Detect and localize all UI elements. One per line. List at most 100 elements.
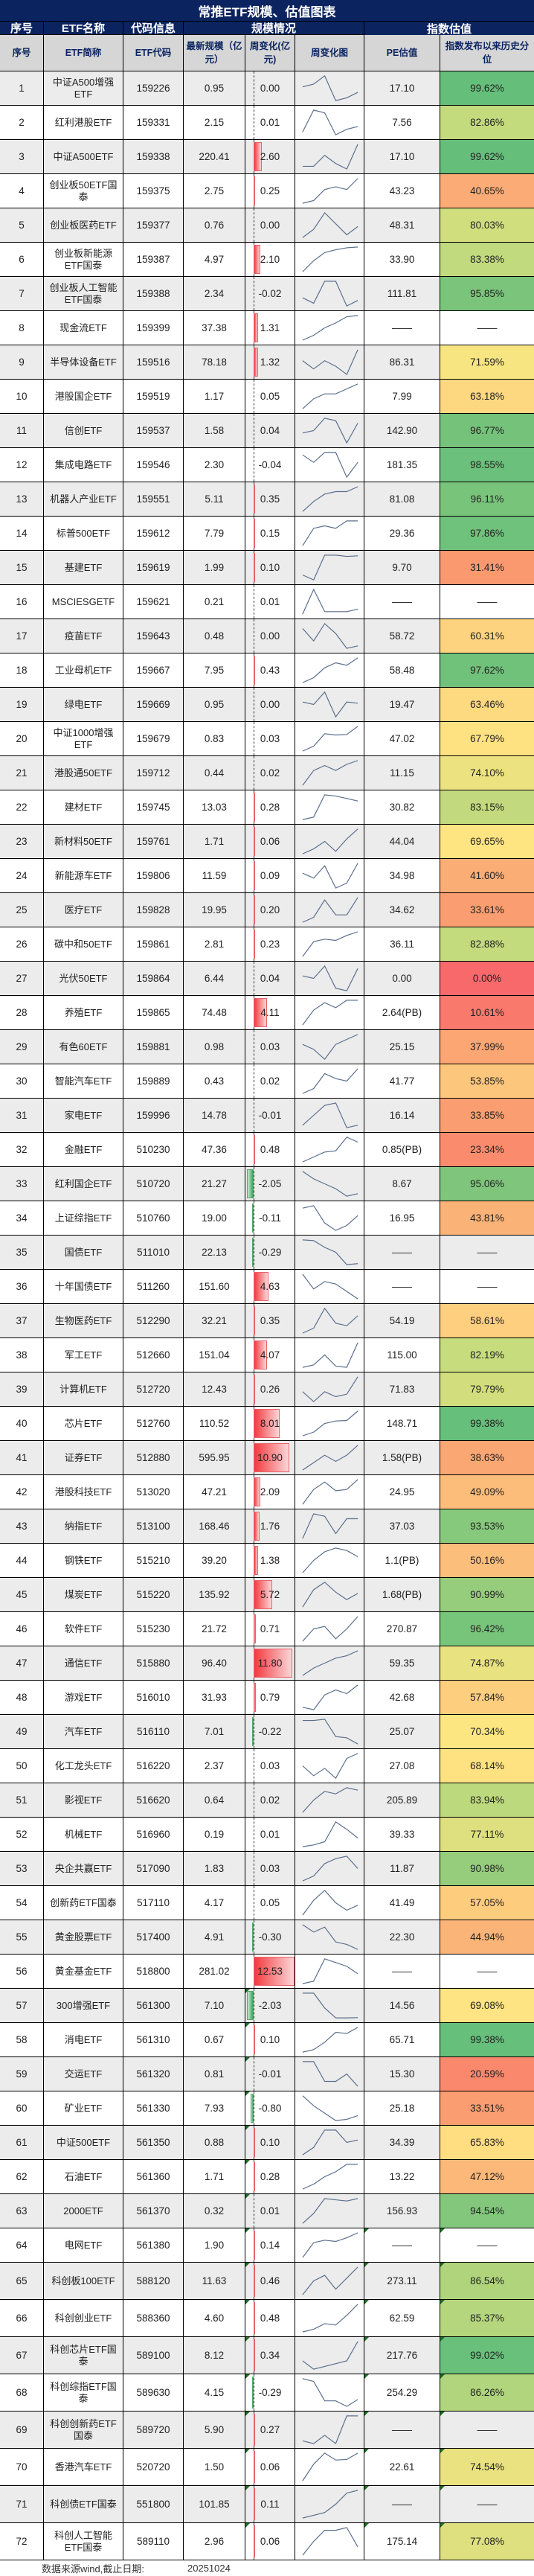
cell-aum: 7.10	[184, 1989, 245, 2022]
sparkline-chart-icon	[302, 1958, 358, 1984]
cell-seq: 53	[0, 1852, 44, 1885]
cell-etf-name: 机器人产业ETF	[44, 482, 123, 516]
sparkline-chart-icon	[302, 2341, 358, 2370]
cell-aum: 21.27	[184, 1167, 245, 1201]
cell-weekly-change: -0.80	[245, 2091, 295, 2125]
positive-change-bar	[254, 930, 255, 959]
cell-etf-code: 159519	[123, 380, 184, 413]
table-row: 4 创业板50ETF国泰 159375 2.75 0.25 43.23 40.65%	[0, 174, 534, 208]
weekly-change-value: 10.90	[257, 1451, 283, 1463]
cell-comment-flag-icon	[440, 2337, 445, 2342]
cell-weekly-change: 0.27	[245, 2412, 295, 2448]
cell-etf-code: 520720	[123, 2449, 184, 2485]
pe-value: 81.08	[389, 493, 415, 505]
cell-pe: 7.56	[364, 106, 440, 139]
cell-weekly-change: 0.46	[245, 2263, 295, 2299]
cell-pe: 156.93	[364, 2194, 440, 2228]
cell-percentile: 99.62%	[440, 140, 534, 173]
cell-sparkline	[295, 2263, 364, 2299]
cell-aum: 4.17	[184, 1886, 245, 1920]
cell-percentile: 83.15%	[440, 790, 534, 824]
positive-change-bar	[254, 348, 258, 377]
weekly-change-value: 0.05	[260, 1896, 280, 1908]
cell-percentile: 33.85%	[440, 1099, 534, 1132]
cell-sparkline	[295, 1236, 364, 1269]
sparkline-chart-icon	[302, 622, 358, 649]
positive-change-bar	[254, 895, 255, 924]
cell-seq: 70	[0, 2449, 44, 2485]
sparkline-chart-icon	[302, 418, 358, 444]
cell-aum: 4.60	[184, 2300, 245, 2336]
cell-pe: 13.22	[364, 2160, 440, 2193]
cell-seq: 6	[0, 243, 44, 276]
pe-value: 54.19	[389, 1314, 415, 1326]
cell-pe: 205.89	[364, 1783, 440, 1817]
cell-percentile: ——	[440, 1955, 534, 1988]
weekly-change-value: 0.02	[260, 1075, 280, 1087]
pe-value: 65.71	[389, 2033, 415, 2045]
cell-etf-name: 基建ETF	[44, 551, 123, 584]
cell-pe: 22.30	[364, 1920, 440, 1954]
table-row: 39 计算机ETF 512720 12.43 0.26 71.83 79.79%	[0, 1372, 534, 1407]
cell-etf-code: 516010	[123, 1681, 184, 1714]
cell-pe: 27.08	[364, 1749, 440, 1783]
weekly-change-value: 2.10	[260, 253, 280, 265]
weekly-change-value: 11.80	[257, 1657, 283, 1669]
cell-aum: 2.75	[184, 174, 245, 208]
cell-pe: ——	[364, 1955, 440, 1988]
cell-seq: 69	[0, 2412, 44, 2448]
percentile-value: ——	[477, 1965, 498, 1977]
percentile-value: ——	[477, 322, 498, 333]
pe-value: 58.48	[389, 664, 415, 676]
percentile-value: 33.85%	[470, 1109, 504, 1121]
sparkline-chart-icon	[302, 794, 358, 820]
cell-etf-code: 516960	[123, 1818, 184, 1851]
cell-weekly-change: 0.43	[245, 653, 295, 687]
cell-etf-code: 510230	[123, 1133, 184, 1166]
cell-comment-flag-icon	[245, 2194, 250, 2199]
cell-percentile: 71.59%	[440, 345, 534, 379]
cell-etf-code: 516620	[123, 1783, 184, 1817]
pe-value: 25.07	[389, 1725, 415, 1737]
cell-seq: 72	[0, 2523, 44, 2560]
percentile-value: 58.61%	[470, 1314, 504, 1326]
cell-pe: 25.18	[364, 2091, 440, 2125]
weekly-change-value: 0.04	[260, 424, 280, 436]
cell-weekly-change: -0.11	[245, 1201, 295, 1235]
table-row: 23 新材料50ETF 159761 1.71 0.06 44.04 69.65%	[0, 825, 534, 859]
cell-aum: 7.95	[184, 653, 245, 687]
sparkline-chart-icon	[302, 897, 358, 923]
weekly-change-value: 0.05	[260, 390, 280, 402]
cell-aum: 2.34	[184, 277, 245, 310]
cell-etf-name: 香港汽车ETF	[44, 2449, 123, 2485]
group-header-seq: 序号	[0, 22, 44, 35]
percentile-value: 38.63%	[470, 1451, 504, 1463]
weekly-change-value: 0.14	[260, 2239, 280, 2251]
percentile-value: 94.54%	[470, 2205, 504, 2217]
cell-weekly-change: 0.28	[245, 2160, 295, 2193]
cell-percentile: 80.03%	[440, 208, 534, 242]
cell-sparkline	[295, 174, 364, 208]
cell-weekly-change: 0.03	[245, 1030, 295, 1064]
cell-weekly-change: 0.03	[245, 1852, 295, 1885]
sparkline-chart-icon	[302, 726, 358, 752]
cell-weekly-change: 0.04	[245, 414, 295, 447]
cell-sparkline	[295, 1270, 364, 1303]
weekly-change-value: 0.25	[260, 185, 280, 196]
pe-value: 16.95	[389, 1212, 415, 1224]
cell-weekly-change: 0.10	[245, 2126, 295, 2159]
cell-etf-name: 汽车ETF	[44, 1715, 123, 1748]
table-row: 51 影视ETF 516620 0.64 0.02 205.89 83.94%	[0, 1783, 534, 1818]
sparkline-chart-icon	[302, 1547, 358, 1573]
cell-sparkline	[295, 653, 364, 687]
weekly-change-value: 1.32	[260, 356, 280, 368]
cell-etf-code: 511260	[123, 1270, 184, 1303]
cell-etf-name: 十年国债ETF	[44, 1270, 123, 1303]
cell-etf-name: 科创板100ETF	[44, 2263, 123, 2299]
cell-percentile: 41.60%	[440, 859, 534, 892]
cell-etf-name: 科创创新药ETF国泰	[44, 2412, 123, 2448]
sparkline-chart-icon	[302, 1239, 358, 1265]
cell-aum: 1.71	[184, 825, 245, 858]
percentile-value: 49.09%	[470, 1486, 504, 1498]
percentile-value: 40.65%	[470, 185, 504, 196]
